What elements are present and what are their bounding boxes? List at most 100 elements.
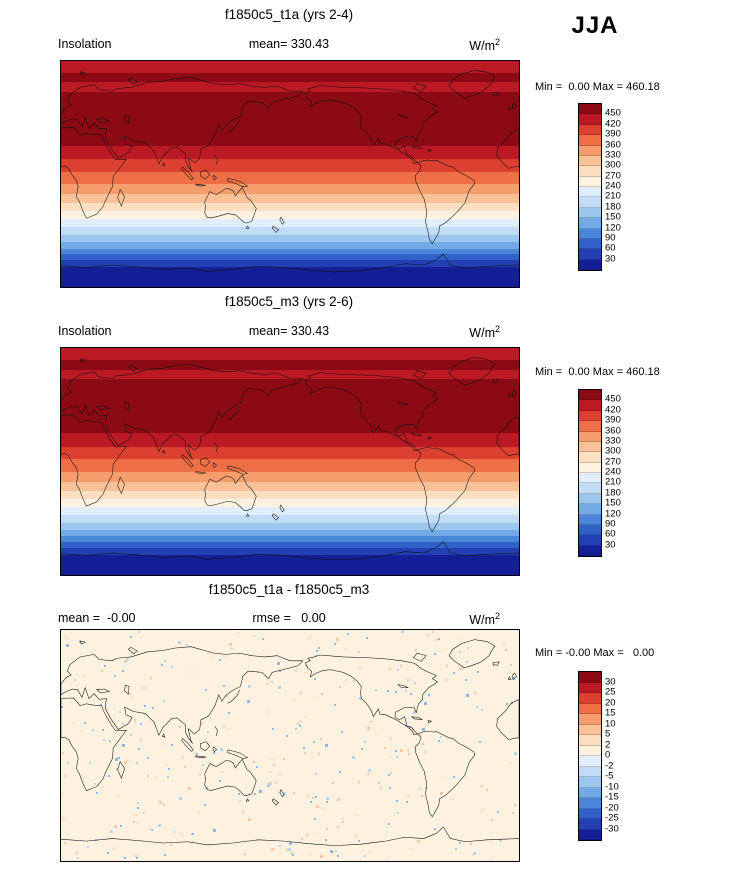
noise-speckle (434, 828, 437, 831)
noise-speckle (230, 691, 233, 694)
noise-speckle (442, 776, 445, 779)
noise-speckle (310, 801, 313, 804)
noise-speckle (315, 795, 318, 798)
noise-speckle (298, 719, 302, 723)
noise-speckle (147, 774, 150, 777)
noise-speckle (316, 649, 319, 652)
noise-speckle (305, 716, 308, 719)
colorbar-swatch (579, 545, 601, 556)
noise-speckle (313, 832, 316, 835)
noise-speckle (161, 663, 164, 666)
noise-speckle (134, 855, 137, 858)
noise-speckle (440, 736, 443, 739)
colorbar-swatch (579, 798, 601, 809)
noise-speckle (124, 857, 127, 860)
noise-speckle (246, 699, 250, 703)
colorbar-swatch (579, 124, 601, 136)
noise-speckle (286, 849, 289, 852)
noise-speckle (135, 813, 139, 817)
noise-speckle (367, 727, 371, 731)
noise-speckle (303, 747, 306, 750)
noise-speckle (363, 854, 366, 857)
noise-speckle (80, 730, 83, 733)
noise-speckle (117, 756, 120, 759)
noise-speckle (414, 649, 417, 652)
noise-speckle (461, 667, 464, 670)
noise-speckle (204, 689, 207, 692)
noise-speckle (360, 747, 363, 750)
noise-speckle (406, 679, 409, 682)
noise-speckle (218, 780, 221, 783)
colorbar-tick-label: 300 (605, 445, 621, 457)
noise-speckle (92, 728, 95, 731)
noise-speckle (292, 854, 295, 857)
noise-speckle (303, 752, 306, 755)
noise-speckle (397, 811, 400, 814)
noise-speckle (418, 734, 421, 737)
noise-speckle (406, 801, 409, 804)
noise-speckle (131, 694, 134, 697)
noise-speckle (77, 857, 80, 860)
noise-speckle (291, 852, 294, 855)
noise-speckle (315, 772, 318, 775)
colorbar-tick-label: 25 (605, 686, 616, 698)
noise-speckle (186, 644, 189, 647)
colorbar-swatch (579, 535, 601, 546)
noise-speckle (113, 824, 117, 828)
colorbar-tick-label: 20 (605, 696, 616, 708)
noise-speckle (453, 775, 456, 778)
noise-speckle (268, 781, 272, 785)
noise-speckle (193, 752, 196, 755)
noise-speckle (63, 841, 66, 844)
noise-speckle (407, 653, 410, 656)
noise-speckle (324, 744, 328, 748)
colorbar-swatch (579, 431, 601, 442)
latitude-band (61, 211, 519, 220)
noise-speckle (386, 690, 389, 693)
panel3-units-label: W/m2 (380, 611, 500, 627)
noise-speckle (297, 722, 300, 725)
noise-speckle (341, 731, 344, 734)
map-f1850c5-m3 (60, 347, 520, 576)
noise-speckle (342, 817, 345, 820)
noise-speckle (120, 825, 123, 828)
noise-speckle (489, 841, 492, 844)
noise-speckle (314, 677, 317, 680)
colorbar-tick-label: -25 (605, 812, 619, 824)
noise-speckle (87, 846, 90, 849)
latitude-band (61, 536, 519, 543)
noise-speckle (147, 756, 150, 759)
noise-speckle (512, 811, 515, 814)
noise-speckle (212, 751, 215, 754)
noise-speckle (143, 704, 146, 707)
noise-speckle (212, 829, 216, 833)
noise-speckle (368, 768, 372, 772)
noise-speckle (211, 764, 214, 767)
colorbar-swatch (579, 238, 601, 250)
coastlines-overlay (61, 357, 519, 561)
units-exponent: 2 (494, 37, 500, 47)
noise-speckle (277, 666, 280, 669)
noise-speckle (332, 782, 335, 785)
noise-speckle (223, 724, 227, 728)
colorbar-swatch (579, 766, 601, 777)
panel2-minmax: Min = 0.00 Max = 460.18 (535, 366, 660, 378)
noise-speckle (337, 825, 340, 828)
colorbar-swatch (579, 514, 601, 525)
latitude-band (61, 266, 519, 287)
noise-speckle (464, 678, 467, 681)
noise-speckle (344, 679, 347, 682)
noise-speckle (320, 855, 324, 859)
noise-speckle (386, 857, 389, 860)
noise-speckle (239, 799, 242, 802)
noise-speckle (81, 777, 84, 780)
colorbar-tick-label: -2 (605, 759, 614, 771)
colorbar-swatch (579, 756, 601, 767)
noise-speckle (474, 692, 477, 695)
noise-speckle (389, 755, 392, 758)
noise-speckle (439, 792, 443, 796)
panel3-minmax: Min = -0.00 Max = 0.00 (535, 647, 655, 659)
noise-speckle (342, 820, 345, 823)
noise-speckle (128, 693, 131, 696)
panel2-colorbar: 450 420 390 360 330 300 270 240 210 180 150 120 90 60… (578, 389, 648, 557)
